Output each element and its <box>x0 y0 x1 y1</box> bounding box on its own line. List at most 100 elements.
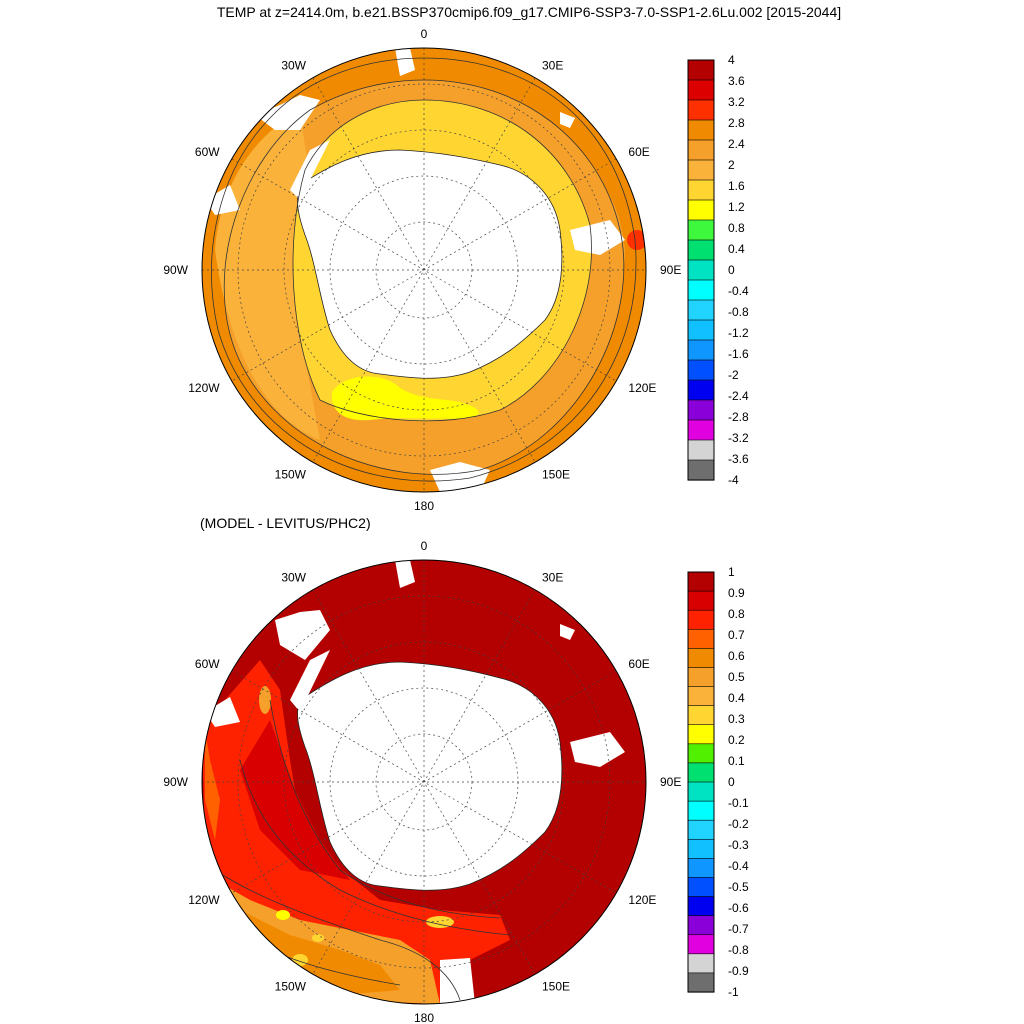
colorbar-swatch <box>687 259 715 281</box>
colorbar-label: 0.8 <box>728 607 745 621</box>
longitude-label-60w: 60W <box>195 145 220 159</box>
missing-data-patch <box>395 48 415 76</box>
bottom-colorbar: 1 0.9 0.8 0.7 0.6 0.5 0.4 0.3 0.2 0.1 0 -0.1 -0.2 -0.… <box>687 565 749 999</box>
colorbar-label: -0.1 <box>728 796 749 810</box>
antarctic-peninsula <box>290 650 330 712</box>
bottom-polar-map: 0 30E 60E 90E 120E 150E 180 150W 120W 90W 60W 30W <box>163 539 681 1024</box>
colorbar-label: 3.2 <box>728 95 745 109</box>
colorbar-swatch <box>687 359 715 381</box>
top-colorbar: 4 3.6 3.2 2.8 2.4 2 1.6 1.2 0.8 0.4 0 -0.4 -0.8 -1.2 -… <box>687 53 749 487</box>
colorbar-swatch <box>687 838 715 859</box>
colorbar-label: 2.4 <box>728 137 745 151</box>
colorbar-label: 0.7 <box>728 628 745 642</box>
colorbar-swatch <box>687 915 715 936</box>
longitude-label-60w: 60W <box>195 657 220 671</box>
colorbar-swatch <box>687 896 715 917</box>
colorbar-label: 3.6 <box>728 74 745 88</box>
field-middle-band-west <box>215 112 320 440</box>
colorbar-label: 1.6 <box>728 179 745 193</box>
colorbar-label: 2 <box>728 158 735 172</box>
field-middle-band-east <box>500 150 625 420</box>
colorbar-swatch <box>687 439 715 461</box>
colorbar-swatch <box>687 972 715 993</box>
colorbar-swatch <box>687 628 715 649</box>
colorbar-label: 0.9 <box>728 586 745 600</box>
longitude-label-30e: 30E <box>542 571 563 585</box>
colorbar-label: -1.2 <box>728 326 749 340</box>
colorbar-label: -0.4 <box>728 284 749 298</box>
antarctica-land <box>297 149 563 379</box>
colorbar-swatch <box>687 705 715 726</box>
longitude-label-150w: 150W <box>275 979 307 993</box>
field-darker-patch <box>240 720 350 880</box>
colorbar-swatch <box>687 179 715 201</box>
colorbar-label: 0.5 <box>728 670 745 684</box>
colorbar-swatch <box>687 762 715 783</box>
colorbar-swatch <box>687 648 715 669</box>
colorbar-label: -1 <box>728 985 739 999</box>
colorbar-label: -0.4 <box>728 859 749 873</box>
missing-data-patch <box>570 732 625 767</box>
top-map-field <box>202 48 646 492</box>
colorbar-label: 0.4 <box>728 691 745 705</box>
missing-data-patch <box>570 220 625 255</box>
colorbar-label: 0 <box>728 263 735 277</box>
colorbar-label: -0.6 <box>728 901 749 915</box>
field-yellow-spot <box>276 910 290 920</box>
missing-data-patch <box>275 610 330 660</box>
missing-data-patch <box>395 560 415 588</box>
colorbar-swatch <box>687 99 715 121</box>
colorbar-label: 2.8 <box>728 116 745 130</box>
colorbar-label: -3.2 <box>728 431 749 445</box>
colorbar-label: -3.6 <box>728 452 749 466</box>
contour-line <box>292 99 592 422</box>
colorbar-swatch <box>687 319 715 341</box>
map-boundary <box>201 47 647 493</box>
colorbar-label: 1 <box>728 565 735 579</box>
colorbar-label: 0.8 <box>728 221 745 235</box>
longitude-label-120w: 120W <box>188 381 220 395</box>
colorbar-swatch <box>687 159 715 181</box>
colorbar-swatch <box>687 800 715 821</box>
longitude-labels: 0 30E 60E 90E 120E 150E 180 150W 120W 90W 60W 30W <box>163 27 681 513</box>
colorbar-swatch <box>687 59 715 81</box>
bottom-map-field <box>202 560 646 1004</box>
longitude-label-120e: 120E <box>628 381 656 395</box>
colorbar-swatch <box>687 399 715 421</box>
missing-data-patch <box>205 697 240 727</box>
longitude-label-30w: 30W <box>281 59 306 73</box>
colorbar-swatch <box>687 953 715 974</box>
figure-title: TEMP at z=2414.0m, b.e21.BSSP370cmip6.f0… <box>217 4 841 20</box>
colorbar-swatch <box>687 590 715 611</box>
longitude-label-90e: 90E <box>660 263 681 277</box>
top-polar-map: 0 30E 60E 90E 120E 150E 180 150W 120W 90W 60W 30W <box>163 27 681 513</box>
colorbar-swatch <box>687 781 715 802</box>
colorbar-swatch <box>687 724 715 745</box>
colorbar-label: -0.3 <box>728 838 749 852</box>
antarctic-peninsula <box>290 140 330 200</box>
missing-data-patch <box>560 112 575 128</box>
colorbar-swatch <box>687 934 715 955</box>
colorbar-label: -0.5 <box>728 880 749 894</box>
missing-data-patch <box>430 462 490 492</box>
difference-title: (MODEL - LEVITUS/PHC2) <box>200 515 371 531</box>
colorbar-swatch <box>687 119 715 141</box>
longitude-label-30w: 30W <box>281 571 306 585</box>
longitude-label-120w: 120W <box>188 893 220 907</box>
longitude-label-150w: 150W <box>275 467 307 481</box>
antarctica-land <box>297 661 563 891</box>
longitude-label-30e: 30E <box>542 59 563 73</box>
contour-line <box>223 79 625 475</box>
longitude-label-60e: 60E <box>628 145 649 159</box>
colorbar-swatch <box>687 279 715 301</box>
missing-data-patch <box>560 624 575 640</box>
colorbar-swatch <box>687 459 715 481</box>
field-warm-patch <box>627 230 646 250</box>
colorbar-label: -0.9 <box>728 964 749 978</box>
longitude-label-180: 180 <box>414 1011 434 1024</box>
colorbar-label: -0.7 <box>728 922 749 936</box>
colorbar-swatch <box>687 299 715 321</box>
map-boundary <box>201 559 647 1005</box>
colorbar-label: 0.2 <box>728 733 745 747</box>
